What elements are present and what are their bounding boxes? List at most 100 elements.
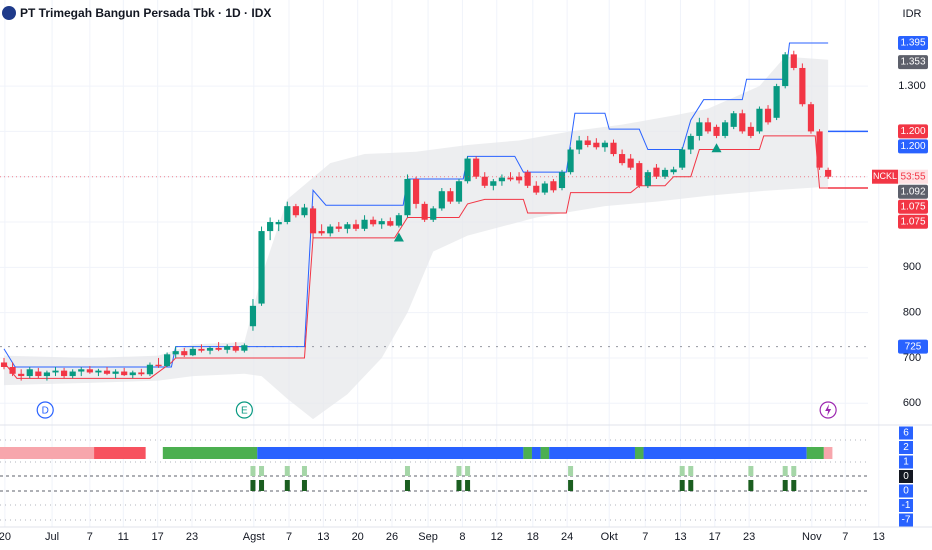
candle-body	[284, 206, 291, 223]
channel-line	[3, 42, 829, 368]
candle-body	[292, 206, 299, 216]
x-tick-label: 12	[491, 531, 503, 543]
event-icon	[825, 404, 832, 416]
trend-segment	[531, 447, 541, 459]
symbol-tag-label: NCKL	[873, 171, 897, 181]
x-tick-label: 13	[674, 531, 686, 543]
candle-body	[430, 208, 437, 220]
price-tag-label: 1.200	[900, 141, 925, 152]
candle-body	[747, 126, 754, 136]
trend-segment	[549, 447, 635, 459]
signal-dark	[679, 480, 685, 491]
candle-body	[627, 158, 634, 168]
channel-line	[3, 135, 829, 379]
price-tag-label: 1.075	[900, 201, 925, 212]
signal-dark	[782, 480, 788, 491]
x-tick-label: 20	[0, 531, 11, 543]
signal-light	[465, 466, 471, 476]
x-tick-label: 7	[842, 531, 848, 543]
signal-dark	[465, 480, 471, 491]
signal-dark	[568, 480, 574, 491]
candle-body	[43, 372, 51, 377]
candle-body	[739, 113, 746, 132]
signal-dark	[259, 480, 265, 491]
candle-body	[52, 370, 59, 373]
signal-dark	[688, 480, 694, 491]
trend-segment	[823, 447, 833, 459]
symbol-logo	[2, 6, 16, 20]
candle-body	[206, 347, 214, 351]
candle-body	[481, 176, 488, 186]
signal-light	[259, 466, 265, 476]
signal-dark	[456, 480, 462, 491]
candle-body	[567, 149, 574, 173]
candle-body	[455, 181, 463, 202]
candle-body	[756, 108, 763, 132]
candle-body	[799, 67, 806, 105]
price-tag-label: 725	[905, 341, 922, 352]
trend-segment	[523, 447, 532, 459]
candle-body	[558, 172, 566, 189]
timer-tag	[898, 169, 928, 184]
candle-body	[69, 371, 76, 377]
signal-light	[568, 466, 574, 476]
candle-body	[95, 370, 102, 373]
candle-body	[352, 224, 360, 229]
signal-light	[688, 466, 694, 476]
candle-body	[653, 167, 660, 177]
candle-body	[782, 54, 789, 87]
candle-body	[9, 367, 16, 374]
candle-body	[232, 346, 239, 351]
trend-segment	[0, 447, 103, 459]
x-tick-label: 11	[118, 531, 129, 543]
price-tag-label: 1.075	[900, 216, 925, 227]
candle-body	[344, 224, 351, 229]
candle-body	[267, 222, 274, 232]
candle-body	[601, 142, 609, 148]
trend-segment	[94, 447, 146, 459]
x-tick-label: 13	[873, 531, 885, 543]
candle-body	[576, 140, 583, 150]
signal-dark	[284, 480, 290, 491]
y-tick-label: 700	[903, 352, 921, 364]
signal-dark	[250, 480, 256, 491]
x-tick-label: 17	[152, 531, 164, 543]
candle-body	[533, 185, 540, 193]
x-tick-label: 13	[317, 531, 329, 543]
scale-label: 0	[903, 471, 909, 482]
scale-tag	[899, 441, 913, 454]
y-tick-label: 600	[903, 397, 921, 409]
signal-light	[301, 466, 307, 476]
signal-light	[284, 466, 290, 476]
candle-body	[541, 183, 548, 193]
x-tick-label: 7	[87, 531, 93, 543]
chart-title[interactable]: PT Trimegah Bangun Persada Tbk · 1D · ID…	[20, 6, 271, 20]
bollinger-band	[4, 56, 829, 420]
currency[interactable]: IDR	[903, 8, 922, 20]
trend-segment	[634, 447, 644, 459]
symbol-tag	[872, 169, 898, 184]
candle-body	[696, 122, 703, 136]
candle-body	[121, 371, 128, 376]
candle-body	[155, 364, 162, 367]
candle-body	[550, 181, 557, 191]
candle-body	[387, 221, 394, 226]
signal-light	[456, 466, 462, 476]
candle-body	[189, 348, 196, 356]
trend-segment	[806, 447, 824, 459]
candle-body	[498, 177, 506, 182]
candle-body	[112, 371, 119, 374]
candle-body	[258, 231, 265, 304]
candle-body	[644, 172, 651, 186]
candle-body	[370, 219, 377, 225]
y-tick-label: 1.300	[898, 80, 926, 92]
signal-dark	[791, 480, 797, 491]
signal-light	[748, 466, 754, 476]
candle-body	[730, 113, 737, 127]
candle-body	[86, 369, 93, 373]
candle-body	[412, 178, 420, 204]
x-tick-label: 26	[386, 531, 398, 543]
candle-body	[61, 370, 68, 377]
trend-segment	[643, 447, 807, 459]
